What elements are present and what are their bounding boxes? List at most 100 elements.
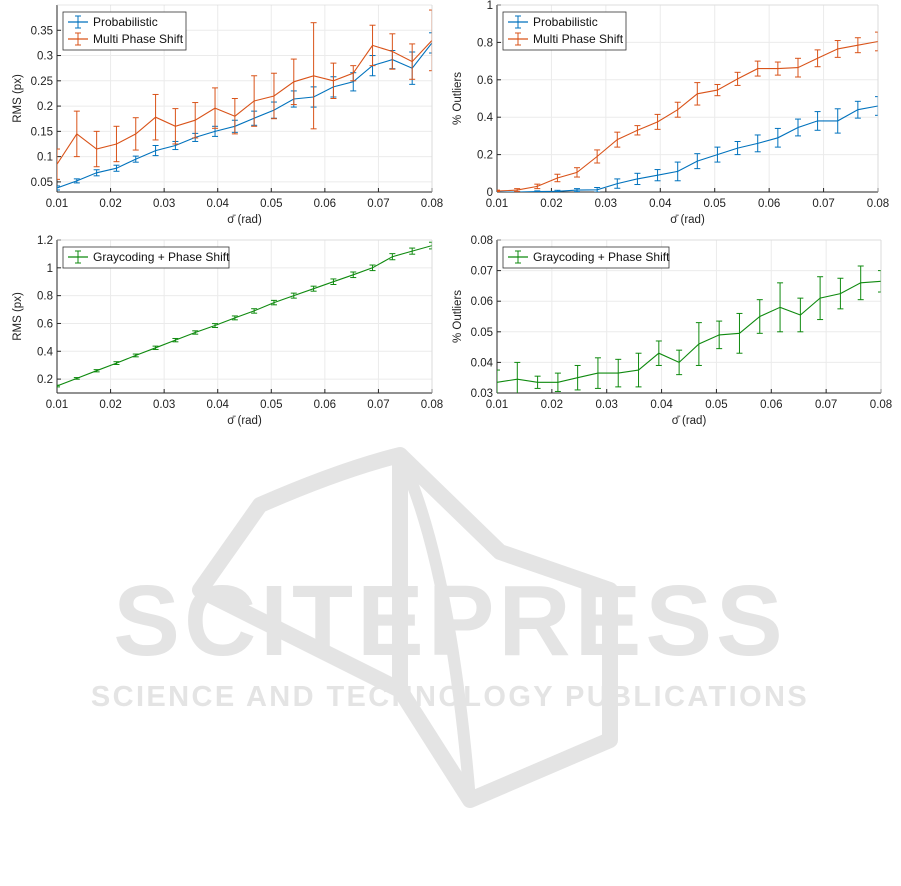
legend-box [502, 11, 627, 51]
y-tick-label: 0.05 [471, 327, 493, 339]
y-axis-label: RMS (px) [12, 74, 24, 123]
series-line-1 [497, 105, 878, 192]
legend-label-1: Probabilistic [93, 15, 158, 29]
y-tick-label: 0.03 [471, 388, 493, 400]
watermark-main-text: SCITEPRESS [113, 565, 787, 677]
y-tick-label: 0.08 [471, 235, 493, 247]
x-tick-label: 0.06 [314, 198, 336, 210]
x-tick-label: 0.02 [99, 399, 121, 411]
x-tick-label: 0.07 [367, 399, 389, 411]
x-tick-label: 0.08 [867, 198, 889, 210]
series-line-1 [497, 280, 881, 383]
charts: 0.01 0.02 0.03 0.04 0.05 0.06 0.07 0.08 0.05 0.1 0… [12, 0, 892, 427]
x-tick-label: 0.04 [207, 198, 230, 210]
legend: Probabilistic Multi Phase Shift [502, 11, 627, 51]
y-tick-label: 0.35 [31, 25, 53, 37]
x-tick-label: 0.05 [260, 399, 282, 411]
chart-panel-2: 0.01 0.02 0.03 0.04 0.05 0.06 0.07 0.08 0 0.2 0.4 0… [452, 0, 889, 226]
x-tick-label: 0.01 [46, 198, 68, 210]
legend-box [62, 11, 187, 51]
x-tick-label: 0.08 [870, 399, 892, 411]
x-tick-label: 0.06 [760, 399, 782, 411]
y-tick-label: 0.07 [471, 266, 493, 278]
y-tick-label: 0 [487, 187, 493, 199]
x-tick-label: 0.07 [815, 399, 837, 411]
legend: Probabilistic Multi Phase Shift [62, 11, 187, 51]
watermark-book-right [393, 449, 618, 808]
y-tick-label: 0.2 [477, 150, 493, 162]
y-tick-label: 0.15 [31, 126, 53, 138]
y-tick-label: 0.25 [31, 76, 53, 88]
x-tick-label: 0.07 [367, 198, 389, 210]
x-axis-label: σ̄ (rad) [227, 214, 262, 226]
y-tick-label: 0.04 [471, 357, 494, 369]
legend-box [62, 246, 230, 269]
series-line-1 [57, 245, 432, 387]
watermark-book-spine [394, 452, 476, 801]
y-tick-label: 1.2 [37, 235, 53, 247]
x-tick-label: 0.06 [314, 399, 336, 411]
x-tick-label: 0.04 [650, 399, 673, 411]
watermark-book-left [192, 447, 408, 698]
legend: Graycoding + Phase Shift [502, 246, 670, 269]
x-tick-label: 0.02 [540, 198, 562, 210]
chart-panel-3: 0.01 0.02 0.03 0.04 0.05 0.06 0.07 0.08 0.2 0.4 0.… [12, 235, 443, 427]
legend-label-2: Multi Phase Shift [93, 32, 184, 46]
legend-label-1: Graycoding + Phase Shift [533, 250, 670, 264]
y-tick-label: 0.2 [37, 101, 53, 113]
chart-panel-1: 0.01 0.02 0.03 0.04 0.05 0.06 0.07 0.08 0.05 0.1 0… [12, 4, 443, 226]
y-tick-label: 0.06 [471, 296, 493, 308]
y-tick-label: 0.4 [477, 112, 494, 124]
x-tick-label: 0.03 [596, 399, 618, 411]
y-axis-label: % Outliers [452, 72, 464, 125]
watermark: SCITEPRESS SCIENCE AND TECHNOLOGY PUBLICA… [91, 447, 809, 808]
series-line-2 [57, 40, 432, 165]
y-tick-label: 1 [487, 0, 493, 12]
y-tick-label: 1 [47, 263, 53, 275]
x-tick-label: 0.01 [486, 198, 508, 210]
x-tick-label: 0.03 [153, 198, 175, 210]
y-tick-label: 0.8 [37, 291, 53, 303]
legend: Graycoding + Phase Shift [62, 246, 230, 269]
y-tick-label: 0.8 [477, 37, 493, 49]
y-axis-label: RMS (px) [12, 292, 24, 341]
x-tick-label: 0.02 [541, 399, 563, 411]
series-group [57, 9, 432, 191]
legend-label-2: Multi Phase Shift [533, 32, 624, 46]
x-tick-label: 0.07 [812, 198, 834, 210]
x-tick-label: 0.05 [705, 399, 727, 411]
x-tick-label: 0.05 [260, 198, 282, 210]
x-tick-label: 0.06 [758, 198, 780, 210]
series-group [497, 265, 881, 393]
legend-box [502, 246, 670, 269]
x-tick-label: 0.08 [421, 399, 443, 411]
legend-label-1: Probabilistic [533, 15, 598, 29]
x-axis-label: σ̄ (rad) [670, 214, 705, 226]
x-tick-label: 0.05 [704, 198, 726, 210]
y-tick-label: 0.2 [37, 374, 53, 386]
x-tick-label: 0.04 [649, 198, 672, 210]
x-tick-label: 0.02 [99, 198, 121, 210]
x-tick-label: 0.03 [153, 399, 175, 411]
y-tick-label: 0.6 [477, 75, 493, 87]
x-tick-label: 0.01 [46, 399, 68, 411]
series-group [497, 31, 878, 192]
y-axis-label: % Outliers [452, 290, 464, 343]
y-tick-label: 0.4 [37, 346, 54, 358]
x-tick-label: 0.08 [421, 198, 443, 210]
y-tick-label: 0.6 [37, 318, 53, 330]
x-axis-label: σ̄ (rad) [227, 415, 262, 427]
legend-label-1: Graycoding + Phase Shift [93, 250, 230, 264]
chart-panel-4: 0.01 0.02 0.03 0.04 0.05 0.06 0.07 0.08 0.03 0.04… [452, 235, 892, 427]
x-tick-label: 0.01 [486, 399, 508, 411]
series-line-2 [497, 40, 878, 192]
series-line-1 [57, 42, 432, 189]
y-tick-label: 0.05 [31, 177, 53, 189]
y-tick-label: 0.1 [37, 152, 53, 164]
watermark-sub-text: SCIENCE AND TECHNOLOGY PUBLICATIONS [91, 681, 809, 713]
x-axis-label: σ̄ (rad) [672, 415, 707, 427]
y-tick-label: 0.3 [37, 51, 53, 63]
x-tick-label: 0.03 [595, 198, 617, 210]
